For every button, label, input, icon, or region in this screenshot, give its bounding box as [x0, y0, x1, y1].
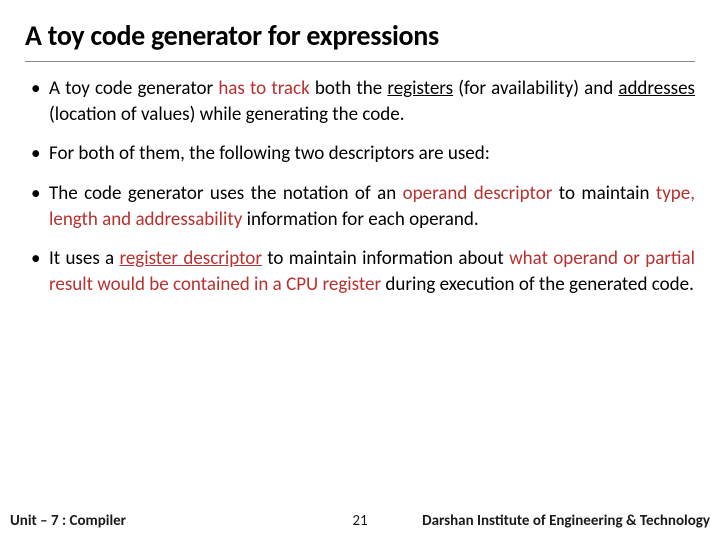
text-run: It uses a: [49, 247, 119, 270]
text-run: operand descriptor: [403, 182, 553, 205]
text-run: The code generator uses the notation of …: [49, 182, 403, 205]
text-run: A toy code generator: [49, 77, 218, 100]
text-run: (location of values) while generating th…: [49, 103, 405, 126]
text-run: (for availability) and: [453, 77, 618, 100]
bullet-item: The code generator uses the notation of …: [25, 181, 695, 232]
slide-footer: Unit – 7 : Compiler 21 Darshan Institute…: [0, 512, 720, 530]
text-run: has to track: [218, 77, 309, 100]
text-run: addresses: [618, 77, 695, 100]
slide-title: A toy code generator for expressions: [25, 18, 695, 62]
bullet-list: A toy code generator has to track both t…: [25, 76, 695, 297]
bullet-item: A toy code generator has to track both t…: [25, 76, 695, 127]
footer-left: Unit – 7 : Compiler: [10, 512, 126, 530]
slide: A toy code generator for expressions A t…: [0, 0, 720, 540]
footer-page-number: 21: [352, 512, 367, 530]
text-run: For both of them, the following two desc…: [49, 142, 490, 165]
text-run: information for each operand.: [242, 208, 478, 231]
text-run: during execution of the generated code.: [381, 273, 694, 296]
text-run: registers: [387, 77, 453, 100]
slide-content: A toy code generator has to track both t…: [25, 76, 695, 540]
text-run: to maintain information about: [262, 247, 509, 270]
bullet-item: It uses a register descriptor to maintai…: [25, 246, 695, 297]
text-run: register descriptor: [119, 247, 262, 270]
text-run: both the: [310, 77, 388, 100]
bullet-item: For both of them, the following two desc…: [25, 141, 695, 167]
footer-right: Darshan Institute of Engineering & Techn…: [422, 512, 710, 530]
text-run: to maintain: [552, 182, 655, 205]
